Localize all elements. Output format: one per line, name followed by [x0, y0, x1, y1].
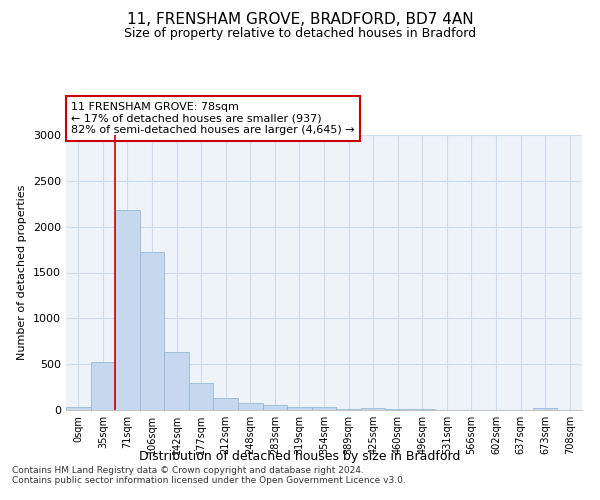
Bar [140, 252, 164, 410]
Text: 11, FRENSHAM GROVE, BRADFORD, BD7 4AN: 11, FRENSHAM GROVE, BRADFORD, BD7 4AN [127, 12, 473, 28]
Bar [385, 409, 410, 410]
Bar [361, 408, 385, 410]
Text: Contains HM Land Registry data © Crown copyright and database right 2024.
Contai: Contains HM Land Registry data © Crown c… [12, 466, 406, 485]
Bar [91, 362, 115, 410]
Bar [533, 408, 557, 410]
Text: Distribution of detached houses by size in Bradford: Distribution of detached houses by size … [139, 450, 461, 463]
Bar [238, 402, 263, 410]
Bar [214, 398, 238, 410]
Y-axis label: Number of detached properties: Number of detached properties [17, 185, 28, 360]
Bar [263, 406, 287, 410]
Text: Size of property relative to detached houses in Bradford: Size of property relative to detached ho… [124, 28, 476, 40]
Text: 11 FRENSHAM GROVE: 78sqm
← 17% of detached houses are smaller (937)
82% of semi-: 11 FRENSHAM GROVE: 78sqm ← 17% of detach… [71, 102, 355, 135]
Bar [410, 409, 434, 410]
Bar [164, 352, 189, 410]
Bar [287, 407, 312, 410]
Bar [336, 409, 361, 410]
Bar [312, 407, 336, 410]
Bar [115, 210, 140, 410]
Bar [189, 384, 214, 410]
Bar [66, 407, 91, 410]
